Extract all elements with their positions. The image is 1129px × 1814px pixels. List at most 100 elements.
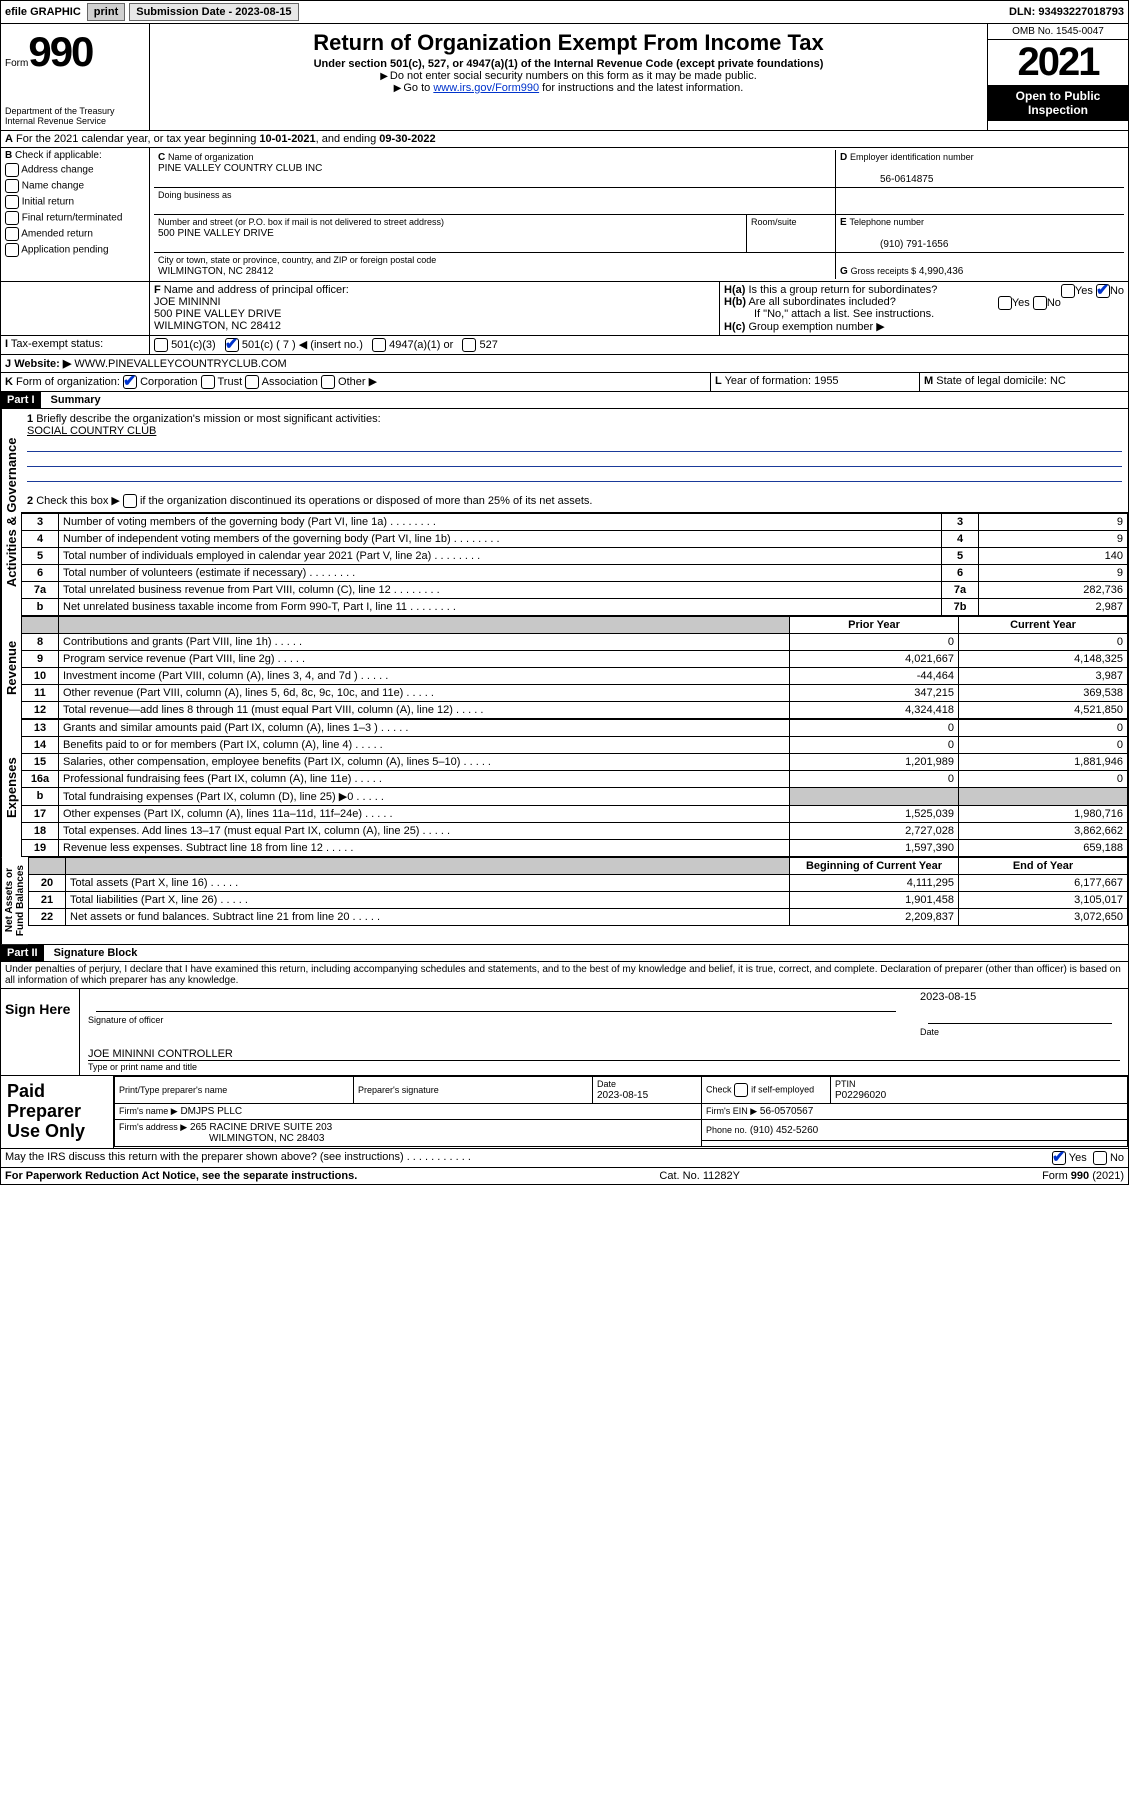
line-text: Other revenue (Part VIII, column (A), li…: [59, 685, 790, 702]
sign-date: 2023-08-15: [920, 991, 976, 1003]
initial-return-checkbox[interactable]: [5, 195, 19, 209]
line-text: Total fundraising expenses (Part IX, col…: [59, 788, 790, 806]
part-1-header: Part I Summary: [0, 392, 1129, 409]
paid-preparer-label: Paid Preparer Use Only: [1, 1076, 114, 1147]
discuss-row: May the IRS discuss this return with the…: [0, 1149, 1129, 1168]
org-name: PINE VALLEY COUNTRY CLUB INC: [158, 163, 322, 174]
corporation-checkbox[interactable]: [123, 375, 137, 389]
print-button[interactable]: print: [87, 3, 125, 21]
domicile-state: NC: [1050, 375, 1066, 387]
discontinued-checkbox[interactable]: [123, 494, 137, 508]
address-change-checkbox[interactable]: [5, 163, 19, 177]
line-box: 7a: [942, 582, 979, 599]
formation-year: 1955: [814, 375, 838, 387]
prior-value: 0: [790, 634, 959, 651]
line-number: b: [22, 599, 59, 616]
col-header: Current Year: [959, 617, 1128, 634]
dln-label: DLN: 93493227018793: [1005, 6, 1128, 18]
form-990-title: 990: [28, 28, 92, 75]
entity-block: B Check if applicable: Address change Na…: [0, 148, 1129, 282]
net-assets-table: Beginning of Current Year End of Year20 …: [28, 857, 1128, 926]
prior-value: 1,901,458: [790, 892, 959, 909]
dept-treasury: Department of the Treasury: [5, 106, 145, 116]
current-value: 3,987: [959, 668, 1128, 685]
self-employed-checkbox[interactable]: [734, 1083, 748, 1097]
line-text: Benefits paid to or for members (Part IX…: [59, 737, 790, 754]
501c3-checkbox[interactable]: [154, 338, 168, 352]
name-change-checkbox[interactable]: [5, 179, 19, 193]
association-checkbox[interactable]: [245, 375, 259, 389]
line-text: Other expenses (Part IX, column (A), lin…: [59, 806, 790, 823]
prior-value: 1,525,039: [790, 806, 959, 823]
line-number: 14: [22, 737, 59, 754]
final-return-checkbox[interactable]: [5, 211, 19, 225]
line-text: Total revenue—add lines 8 through 11 (mu…: [59, 702, 790, 719]
line-number: b: [22, 788, 59, 806]
other-checkbox[interactable]: [321, 375, 335, 389]
mission-line: [27, 437, 1122, 452]
line-number: 15: [22, 754, 59, 771]
trust-checkbox[interactable]: [201, 375, 215, 389]
subtitle: Under section 501(c), 527, or 4947(a)(1)…: [154, 58, 983, 70]
website-value: WWW.PINEVALLEYCOUNTRYCLUB.COM: [74, 358, 286, 370]
efile-label: efile GRAPHIC: [1, 6, 85, 18]
net-assets-section: Net Assets orFund Balances Beginning of …: [0, 857, 1129, 945]
discuss-yes-checkbox[interactable]: [1052, 1151, 1066, 1165]
4947-checkbox[interactable]: [372, 338, 386, 352]
527-checkbox[interactable]: [462, 338, 476, 352]
current-value: 6,177,667: [959, 875, 1128, 892]
prior-value: 2,727,028: [790, 823, 959, 840]
hb-yes-checkbox[interactable]: [998, 296, 1012, 310]
line-text: Total number of volunteers (estimate if …: [59, 565, 942, 582]
application-pending-checkbox[interactable]: [5, 243, 19, 257]
line-value: 140: [979, 548, 1128, 565]
amended-return-checkbox[interactable]: [5, 227, 19, 241]
open-inspection: Open to Public Inspection: [988, 85, 1128, 121]
arrow-icon: [380, 70, 390, 82]
expenses-table: 13 Grants and similar amounts paid (Part…: [21, 719, 1128, 857]
line-number: 20: [29, 875, 66, 892]
line-text: Program service revenue (Part VIII, line…: [59, 651, 790, 668]
line-box: 5: [942, 548, 979, 565]
firm-address: 265 RACINE DRIVE SUITE 203: [190, 1122, 332, 1133]
col-header: Beginning of Current Year: [790, 858, 959, 875]
hb-no-checkbox[interactable]: [1033, 296, 1047, 310]
form-header: Form990 Department of the Treasury Inter…: [0, 24, 1129, 131]
prior-value: -44,464: [790, 668, 959, 685]
line-number: 6: [22, 565, 59, 582]
prior-value: 1,597,390: [790, 840, 959, 857]
page-footer: For Paperwork Reduction Act Notice, see …: [0, 1168, 1129, 1185]
line-value: 282,736: [979, 582, 1128, 599]
top-bar: efile GRAPHIC print Submission Date - 20…: [0, 0, 1129, 24]
current-value: 1,980,716: [959, 806, 1128, 823]
officer-name: JOE MININNI: [154, 296, 221, 308]
line-number: 16a: [22, 771, 59, 788]
tax-year: 2021: [988, 40, 1128, 85]
current-value: 4,148,325: [959, 651, 1128, 668]
line-value: 9: [979, 514, 1128, 531]
form-footer-label: Form 990 (2021): [1042, 1170, 1124, 1182]
line-box: 7b: [942, 599, 979, 616]
org-form-row: K Form of organization: Corporation Trus…: [0, 373, 1129, 392]
line-text: Salaries, other compensation, employee b…: [59, 754, 790, 771]
current-value: 0: [959, 634, 1128, 651]
mission-text: SOCIAL COUNTRY CLUB: [27, 425, 156, 437]
current-value: 659,188: [959, 840, 1128, 857]
part-2-header: Part II Signature Block: [0, 945, 1129, 962]
line-number: 10: [22, 668, 59, 685]
tax-exempt-status-row: I Tax-exempt status: 501(c)(3) 501(c) ( …: [0, 336, 1129, 355]
line-number: 22: [29, 909, 66, 926]
col-header: Prior Year: [790, 617, 959, 634]
ha-yes-checkbox[interactable]: [1061, 284, 1075, 298]
irs-link[interactable]: www.irs.gov/Form990: [433, 82, 539, 94]
firm-name: DMJPS PLLC: [180, 1106, 242, 1117]
irs-label: Internal Revenue Service: [5, 116, 145, 126]
prior-value: 4,324,418: [790, 702, 959, 719]
line-box: 4: [942, 531, 979, 548]
ha-no-checkbox[interactable]: [1096, 284, 1110, 298]
paid-preparer-block: Paid Preparer Use Only Print/Type prepar…: [0, 1076, 1129, 1148]
501c-checkbox[interactable]: [225, 338, 239, 352]
sign-here-block: Sign Here Signature of officer 2023-08-1…: [0, 989, 1129, 1076]
telephone-value: (910) 791-1656: [880, 239, 948, 250]
discuss-no-checkbox[interactable]: [1093, 1151, 1107, 1165]
